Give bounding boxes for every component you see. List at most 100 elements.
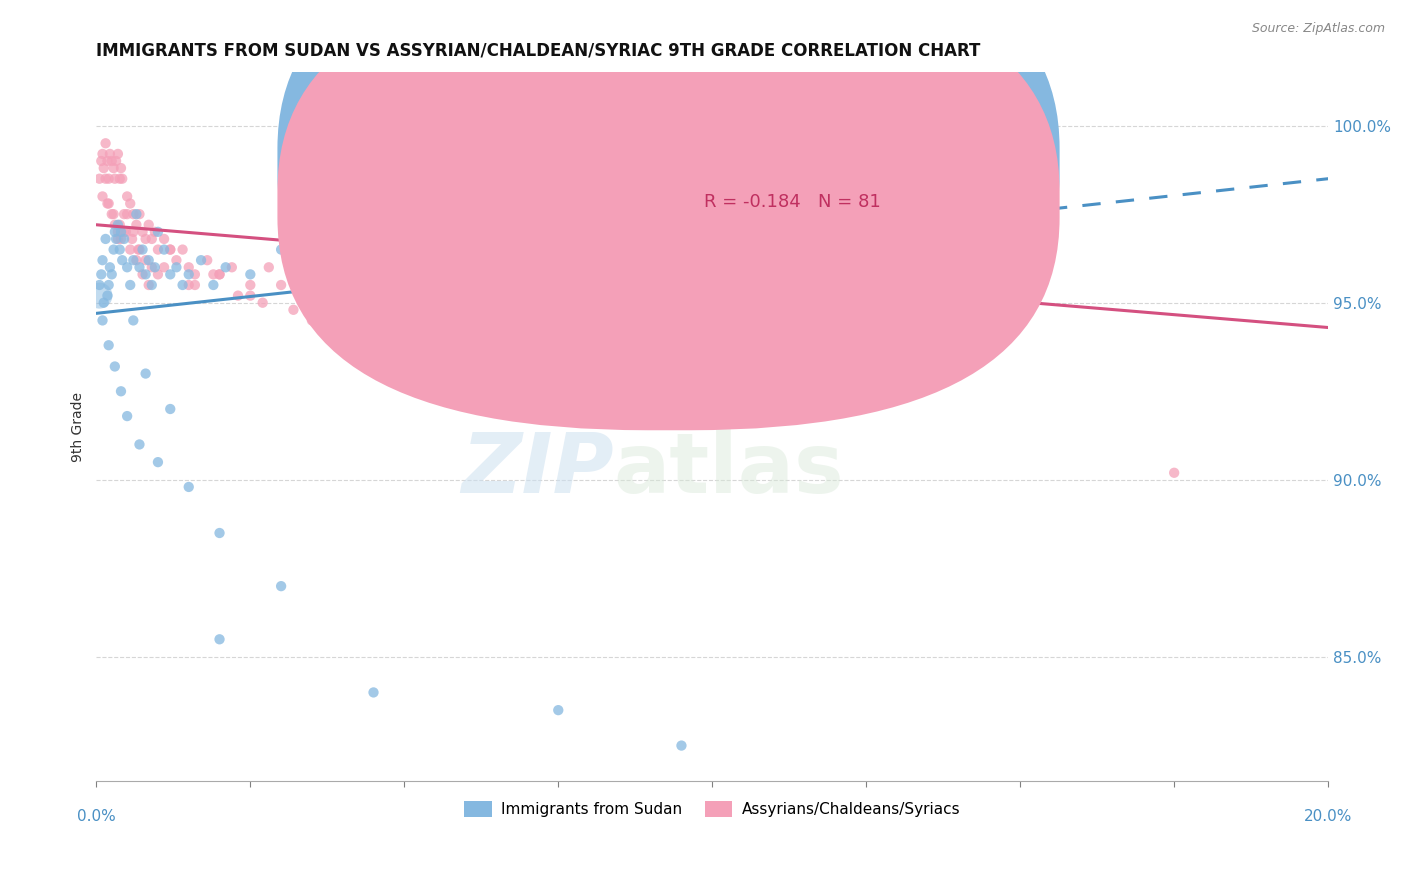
FancyBboxPatch shape bbox=[626, 133, 1032, 232]
Point bbox=[103, 161, 125, 175]
Point bbox=[97, 278, 120, 293]
Point bbox=[239, 278, 262, 293]
Point bbox=[138, 253, 160, 268]
Point bbox=[97, 196, 120, 211]
Text: 0.0%: 0.0% bbox=[77, 809, 115, 824]
Point bbox=[96, 153, 118, 168]
Point bbox=[239, 268, 262, 282]
Point bbox=[98, 260, 121, 275]
Point bbox=[270, 278, 292, 293]
Text: ZIP: ZIP bbox=[461, 429, 613, 509]
Point bbox=[190, 253, 212, 268]
Point bbox=[104, 218, 127, 232]
Point bbox=[122, 253, 145, 268]
Point bbox=[159, 402, 181, 417]
Point bbox=[172, 243, 194, 257]
Point bbox=[128, 260, 150, 275]
Point bbox=[202, 268, 225, 282]
Point bbox=[96, 196, 118, 211]
Point bbox=[128, 207, 150, 221]
Point bbox=[146, 268, 169, 282]
Point bbox=[177, 480, 200, 494]
Point bbox=[100, 207, 122, 221]
Point bbox=[122, 225, 145, 239]
FancyBboxPatch shape bbox=[277, 0, 1060, 430]
Point bbox=[122, 207, 145, 221]
Point bbox=[89, 171, 111, 186]
Point bbox=[104, 359, 127, 374]
Point bbox=[110, 225, 132, 239]
Point bbox=[97, 171, 120, 186]
Point bbox=[215, 260, 238, 275]
Point bbox=[121, 232, 143, 246]
Point bbox=[226, 288, 249, 302]
Point bbox=[208, 268, 231, 282]
Point bbox=[131, 225, 153, 239]
Point bbox=[146, 243, 169, 257]
Point bbox=[153, 260, 176, 275]
Point bbox=[120, 196, 142, 211]
Point bbox=[110, 161, 132, 175]
Point bbox=[131, 268, 153, 282]
Point bbox=[195, 253, 218, 268]
Point bbox=[90, 153, 112, 168]
Point bbox=[127, 243, 149, 257]
Point bbox=[141, 278, 163, 293]
Point bbox=[270, 579, 292, 593]
Text: Source: ZipAtlas.com: Source: ZipAtlas.com bbox=[1251, 22, 1385, 36]
Point bbox=[131, 243, 153, 257]
Point bbox=[120, 243, 142, 257]
Text: 20.0%: 20.0% bbox=[1303, 809, 1353, 824]
Point bbox=[208, 268, 231, 282]
Point bbox=[112, 225, 135, 239]
Point bbox=[107, 232, 129, 246]
Point bbox=[141, 232, 163, 246]
Text: R =  0.109   N = 57: R = 0.109 N = 57 bbox=[703, 151, 880, 169]
Point bbox=[115, 409, 138, 423]
Point bbox=[115, 207, 138, 221]
Point bbox=[107, 147, 129, 161]
Point bbox=[108, 243, 131, 257]
Point bbox=[301, 260, 323, 275]
Point bbox=[146, 455, 169, 469]
Point bbox=[159, 243, 181, 257]
Point bbox=[128, 437, 150, 451]
Point bbox=[143, 260, 166, 275]
Point bbox=[112, 207, 135, 221]
Point bbox=[221, 260, 243, 275]
Point bbox=[177, 260, 200, 275]
Point bbox=[153, 232, 176, 246]
Text: atlas: atlas bbox=[613, 429, 845, 509]
Point bbox=[100, 153, 122, 168]
Point bbox=[283, 302, 305, 317]
Point bbox=[138, 278, 160, 293]
Point bbox=[107, 225, 129, 239]
Point bbox=[91, 147, 114, 161]
Y-axis label: 9th Grade: 9th Grade bbox=[72, 392, 86, 462]
Point bbox=[98, 147, 121, 161]
Point bbox=[108, 218, 131, 232]
Point bbox=[91, 189, 114, 203]
Point bbox=[128, 243, 150, 257]
FancyBboxPatch shape bbox=[277, 0, 1060, 388]
Point bbox=[146, 225, 169, 239]
Point bbox=[301, 313, 323, 327]
Point bbox=[91, 313, 114, 327]
Point bbox=[97, 338, 120, 352]
Point bbox=[257, 260, 280, 275]
Point bbox=[270, 243, 292, 257]
Point bbox=[135, 268, 157, 282]
Point bbox=[252, 295, 274, 310]
Point bbox=[93, 295, 115, 310]
Point bbox=[332, 331, 354, 345]
Point bbox=[159, 243, 181, 257]
Text: IMMIGRANTS FROM SUDAN VS ASSYRIAN/CHALDEAN/SYRIAC 9TH GRADE CORRELATION CHART: IMMIGRANTS FROM SUDAN VS ASSYRIAN/CHALDE… bbox=[97, 42, 981, 60]
Point bbox=[177, 268, 200, 282]
Point bbox=[138, 218, 160, 232]
Point bbox=[394, 349, 416, 363]
Point bbox=[100, 268, 122, 282]
Point bbox=[208, 526, 231, 541]
Point bbox=[103, 243, 125, 257]
Point bbox=[363, 685, 385, 699]
Point bbox=[90, 268, 112, 282]
